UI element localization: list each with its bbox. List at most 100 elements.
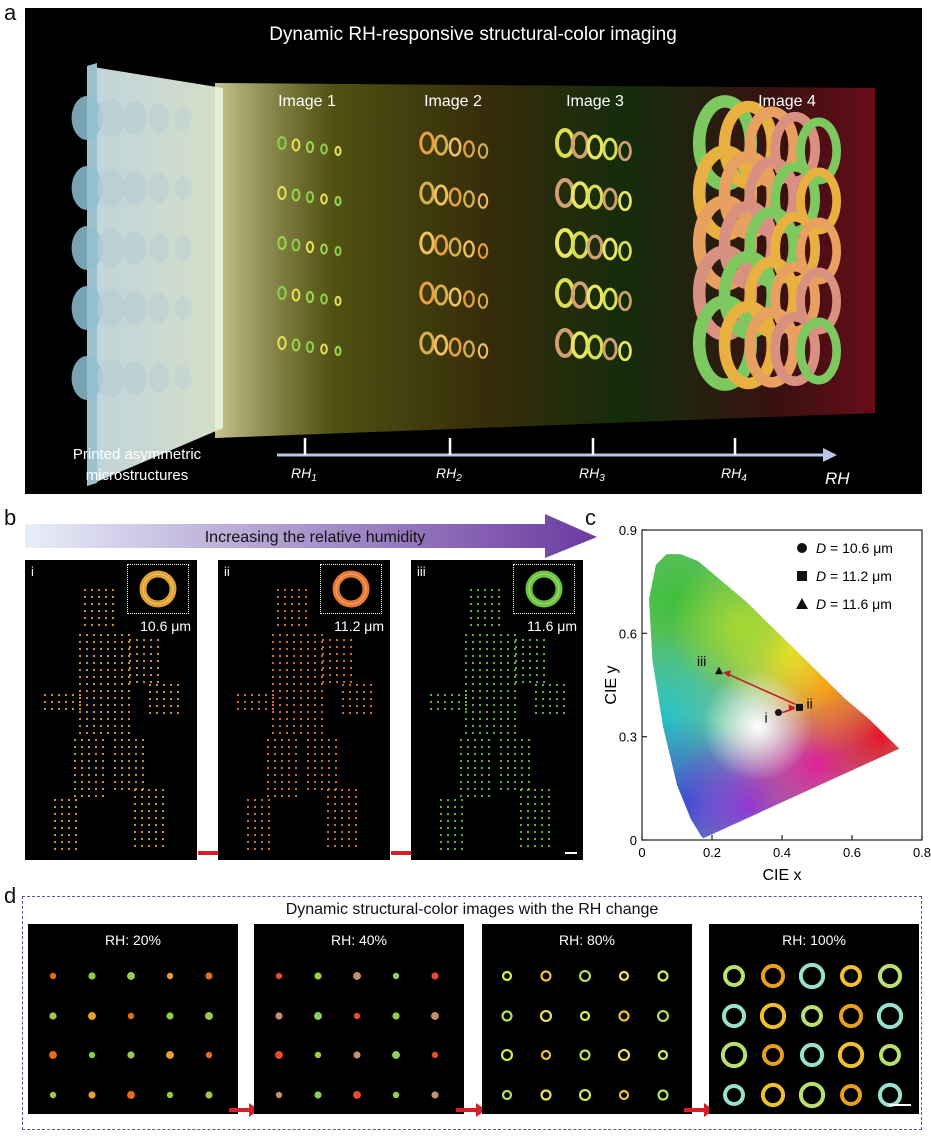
rh-dot: [127, 1012, 135, 1020]
rh-dot: [431, 972, 439, 980]
figure-dot: [80, 738, 84, 742]
figure-dot: [466, 773, 470, 777]
figure-dot: [101, 745, 105, 749]
figure-dot: [541, 697, 545, 701]
point-label-i: i: [765, 710, 768, 726]
figure-dot: [106, 640, 110, 644]
figure-dot: [499, 717, 503, 721]
figure-dot: [127, 738, 131, 742]
figure-dot: [326, 823, 330, 827]
figure-dot: [333, 823, 337, 827]
ring-mark: [448, 237, 462, 257]
figure-dot: [513, 780, 517, 784]
figure-dot: [67, 812, 71, 816]
figure-dot: [278, 724, 282, 728]
rh-ring: [798, 962, 826, 990]
figure-dot: [106, 717, 110, 721]
figure-dot: [436, 700, 440, 704]
microstructure-dome: [148, 103, 170, 133]
figure-dot: [327, 738, 331, 742]
figure-dot: [487, 766, 491, 770]
figure-dot: [133, 802, 137, 806]
figure-dot: [478, 647, 482, 651]
figure-dot: [92, 647, 96, 651]
figure-dot: [459, 745, 463, 749]
figure-dot: [526, 837, 530, 841]
figure-dot: [485, 703, 489, 707]
figure-dot: [304, 616, 308, 620]
figure-dot: [460, 826, 464, 830]
figure-dot: [169, 690, 173, 694]
figure-dot: [306, 689, 310, 693]
figure-dot: [306, 647, 310, 651]
figure-dot: [520, 759, 524, 763]
figure-dot: [120, 640, 124, 644]
figure-dot: [528, 659, 532, 663]
figure-dot: [271, 633, 275, 637]
rh-ring: [657, 1049, 669, 1061]
panel-c-cie-chart: 0 0.2 0.4 0.6 0.8 0 0.3 0.6 0.9 i ii iii D = 10.6 …: [602, 508, 931, 888]
inset-size-iii: 11.6 μm: [527, 618, 577, 634]
figure-dot: [120, 647, 124, 651]
figure-dot: [106, 696, 110, 700]
figure-dot: [135, 659, 139, 663]
figure-dot: [471, 689, 475, 693]
ring-mark: [433, 134, 449, 156]
figure-dot: [499, 710, 503, 714]
figure-dot: [313, 738, 317, 742]
rh-axis-arrowhead: [823, 448, 837, 462]
figure-dot: [514, 659, 518, 663]
figure-dot: [106, 647, 110, 651]
figure-dot: [453, 805, 457, 809]
ring-mark: [448, 187, 462, 207]
rh-ring: [723, 1084, 745, 1106]
figure-dot: [480, 787, 484, 791]
figure-dot: [492, 668, 496, 672]
figure-dot: [155, 690, 159, 694]
figure-dot: [161, 809, 165, 813]
rh-ring: [618, 1010, 630, 1022]
figure-dot: [354, 837, 358, 841]
ring-mark: [602, 187, 618, 211]
figure-dot: [292, 696, 296, 700]
figure-dot: [176, 683, 180, 687]
figure-dot: [499, 668, 503, 672]
figure-dot: [297, 616, 301, 620]
microstructure-dome: [123, 361, 147, 395]
figure-dot: [562, 690, 566, 694]
rh-ring: [877, 1082, 903, 1108]
panel-a-title: Dynamic RH-responsive structural-color i…: [269, 24, 677, 45]
figure-dot: [497, 623, 501, 627]
figure-dot: [459, 773, 463, 777]
figure-dot: [260, 819, 264, 823]
figure-dot: [80, 794, 84, 798]
figure-dot: [278, 647, 282, 651]
figure-dot: [464, 717, 468, 721]
figure-dot: [487, 780, 491, 784]
humidity-arrow-text: Increasing the relative humidity: [205, 529, 426, 546]
figure-dot: [111, 616, 115, 620]
figure-dot: [71, 700, 75, 704]
figure-dot: [526, 816, 530, 820]
figure-dot: [471, 647, 475, 651]
figure-dot: [101, 759, 105, 763]
figure-dot: [120, 766, 124, 770]
figure-dot: [492, 675, 496, 679]
figure-dot: [453, 798, 457, 802]
figure-dot: [439, 840, 443, 844]
figure-dot: [506, 759, 510, 763]
rh-ring: [579, 1049, 591, 1061]
figure-dot: [327, 752, 331, 756]
figure-dot: [94, 738, 98, 742]
figure-dot: [533, 802, 537, 806]
figure-dot: [67, 833, 71, 837]
figure-dot: [260, 833, 264, 837]
figure-dot: [328, 680, 332, 684]
figure-dot: [443, 707, 447, 711]
figure-dot: [73, 787, 77, 791]
figure-dot: [280, 773, 284, 777]
figure-dot: [506, 661, 510, 665]
figure-dot: [340, 816, 344, 820]
figure-dot: [487, 752, 491, 756]
figure-dot: [87, 738, 91, 742]
